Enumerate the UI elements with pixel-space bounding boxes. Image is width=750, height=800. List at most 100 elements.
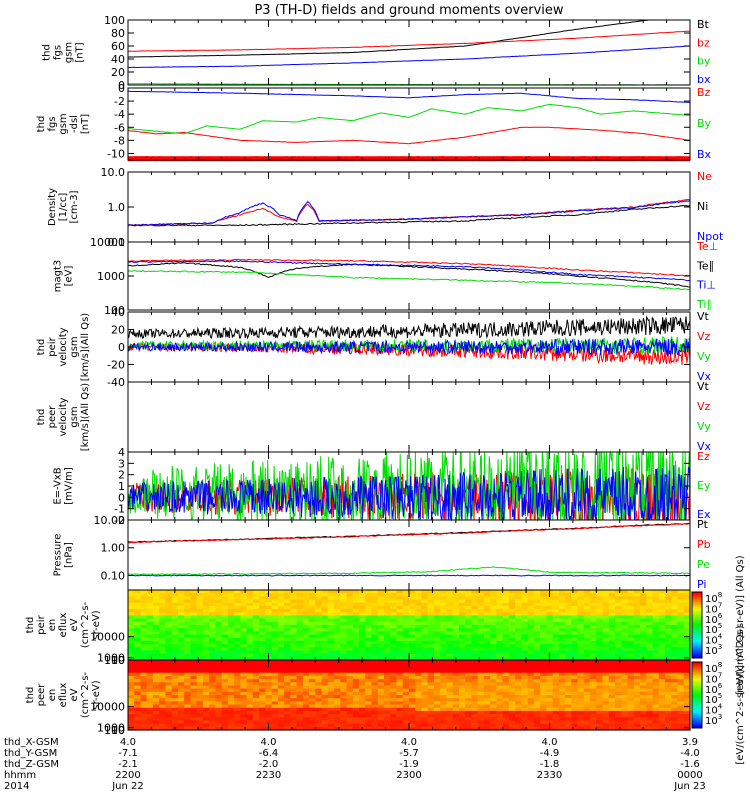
spectrogram-cell [309, 672, 316, 677]
spectrogram-cell [227, 605, 235, 610]
spectrogram-cell [409, 675, 416, 680]
spectrogram-cell [271, 596, 279, 601]
spectrogram-cell [683, 691, 691, 696]
spectrogram-cell [446, 634, 454, 639]
spectrogram-cell [508, 593, 516, 597]
spectrogram-cell [315, 707, 323, 712]
spectrogram-cell [552, 590, 560, 594]
spectrogram-cell [409, 634, 416, 639]
spectrogram-cell [140, 704, 148, 709]
spectrogram-cell [384, 688, 391, 693]
spectrogram-cell [583, 656, 591, 661]
spectrogram-cell [415, 615, 423, 620]
spectrogram-cell [234, 707, 241, 712]
spectrogram-cell [552, 720, 560, 725]
spectrogram-cell [658, 625, 666, 629]
spectrogram-cell [471, 660, 479, 664]
spectrogram-cell [284, 653, 291, 658]
spectrogram-cell [184, 669, 192, 674]
spectrogram-cell [190, 590, 198, 594]
spectrogram-cell [340, 704, 348, 709]
spectrogram-cell [633, 612, 641, 617]
spectrogram-cell [527, 710, 535, 715]
spectrogram-cell [384, 634, 391, 639]
spectrogram-cell [246, 698, 254, 702]
spectrogram-cell [234, 596, 241, 601]
spectrogram-cell [608, 723, 616, 728]
spectrogram-cell [196, 644, 204, 648]
spectrogram-cell [309, 669, 316, 674]
spectrogram-cell [477, 656, 485, 661]
spectrogram-cell [290, 675, 298, 680]
spectrogram-cell [621, 596, 629, 601]
spectrogram-cell [621, 688, 629, 693]
y-axis-label-line: eV [69, 618, 80, 631]
spectrogram-cell [640, 685, 647, 690]
spectrogram-cell [496, 691, 504, 696]
spectrogram-cell [134, 631, 142, 636]
spectrogram-cell [508, 625, 516, 629]
spectrogram-cell [246, 640, 254, 645]
spectrogram-cell [440, 663, 448, 667]
spectrogram-cell [346, 605, 354, 610]
spectrogram-cell [421, 675, 429, 680]
spectrogram-cell [396, 621, 404, 626]
spectrogram-cell [552, 612, 560, 617]
spectrogram-cell [608, 602, 616, 607]
spectrogram-cell [540, 663, 547, 667]
spectrogram-cell [309, 707, 316, 712]
spectrogram-cell [415, 618, 423, 623]
spectrogram-cell [565, 602, 572, 607]
spectrogram-cell [184, 723, 192, 728]
spectrogram-cell [340, 679, 348, 683]
spectrogram-cell [359, 653, 366, 658]
spectrogram-cell [458, 685, 466, 690]
spectrogram-cell [633, 618, 641, 623]
spectrogram-cell [271, 685, 279, 690]
spectrogram-cell [571, 688, 579, 693]
spectrogram-cell [677, 714, 685, 718]
spectrogram-cell [540, 726, 547, 731]
spectrogram-cell [140, 631, 148, 636]
spectrogram-cell [427, 720, 435, 725]
spectrogram-cell [140, 593, 148, 597]
spectrogram-cell [277, 618, 285, 623]
spectrogram-cell [190, 688, 198, 693]
spectrogram-cell [640, 714, 647, 718]
spectrogram-cell [490, 679, 498, 683]
spectrogram-cell [527, 647, 535, 652]
spectrogram-cell [315, 628, 323, 632]
spectrogram-cell [608, 621, 616, 626]
spectrogram-cell [209, 685, 217, 690]
spectrogram-cell [371, 621, 379, 626]
spectrogram-cell [396, 701, 404, 706]
spectrogram-cell [546, 710, 554, 715]
colorbar-swatch [692, 629, 702, 633]
spectrogram-cell [665, 660, 672, 664]
spectrogram-cell [615, 704, 622, 709]
spectrogram-cell [565, 717, 572, 722]
spectrogram-cell [558, 688, 566, 693]
spectrogram-cell [602, 688, 610, 693]
spectrogram-cell [615, 666, 622, 671]
colorbar-swatch [692, 631, 702, 634]
spectrogram-cell [608, 590, 616, 594]
spectrogram-cell [159, 653, 167, 658]
spectrogram-cell [334, 675, 341, 680]
spectrogram-cell [196, 650, 204, 655]
spectrogram-cell [415, 717, 423, 722]
spectrogram-cell [140, 609, 148, 613]
spectrogram-cell [321, 695, 329, 699]
spectrogram-cell [159, 605, 167, 610]
spectrogram-cell [315, 625, 323, 629]
spectrogram-cell [477, 717, 485, 722]
spectrogram-cell [252, 698, 260, 702]
spectrogram-cell [590, 605, 597, 610]
spectrogram-cell [346, 599, 354, 604]
spectrogram-cell [252, 602, 260, 607]
spectrogram-cell [409, 628, 416, 632]
spectrogram-cell [277, 605, 285, 610]
spectrogram-cell [627, 682, 635, 687]
spectrogram-cell [471, 688, 479, 693]
spectrogram-cell [396, 612, 404, 617]
